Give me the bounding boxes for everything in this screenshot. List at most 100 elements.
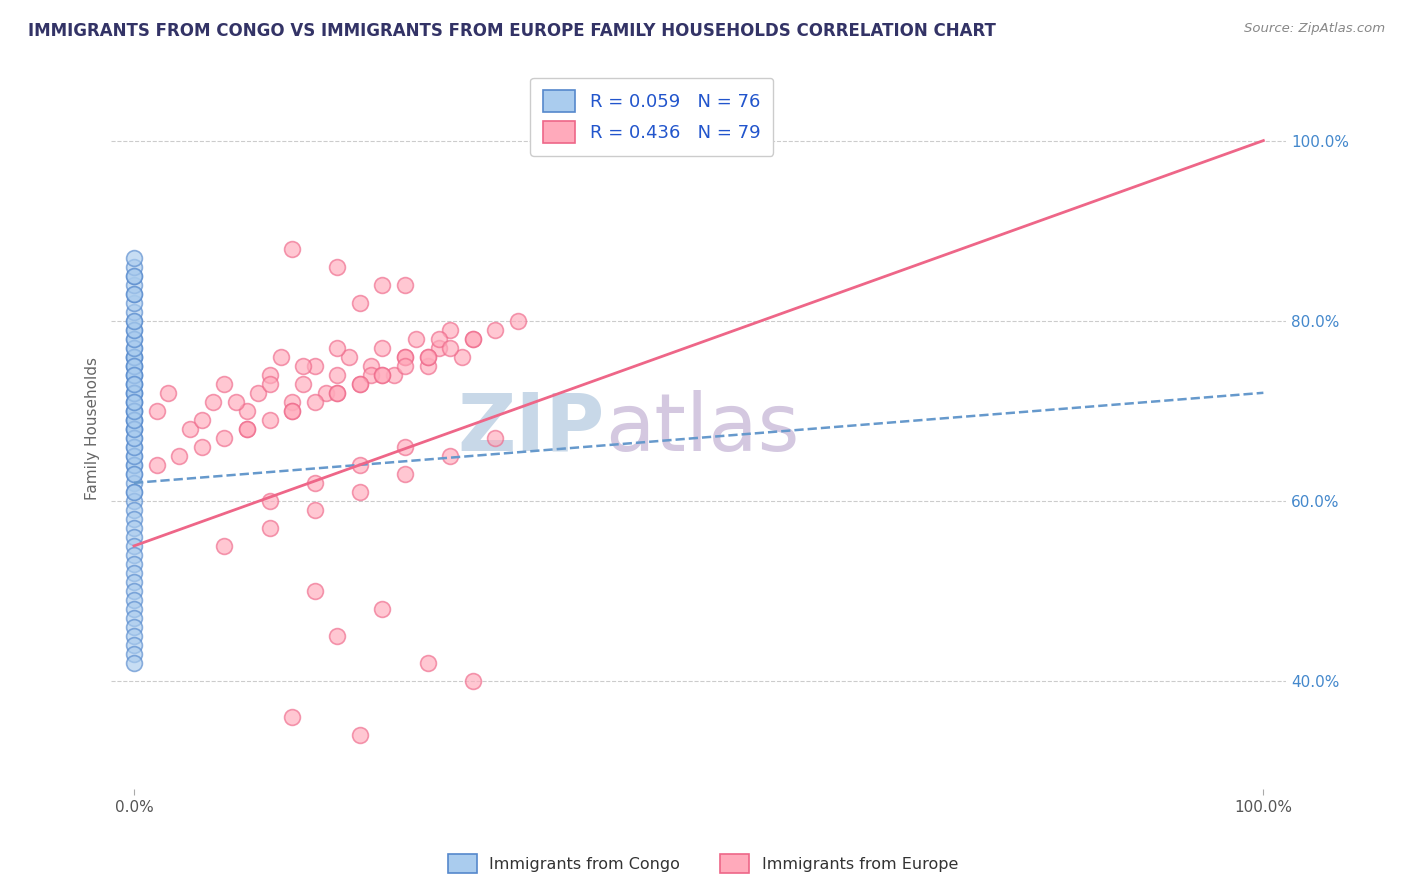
Point — [190, 440, 212, 454]
Point — [122, 376, 145, 391]
Point — [122, 449, 145, 463]
Point — [179, 422, 201, 436]
Point — [439, 323, 461, 337]
Point — [122, 521, 145, 535]
Point — [122, 314, 145, 328]
Point — [122, 413, 145, 427]
Point — [371, 368, 394, 382]
Point — [122, 431, 145, 445]
Point — [259, 376, 281, 391]
Point — [122, 385, 145, 400]
Point — [122, 404, 145, 418]
Point — [439, 449, 461, 463]
Point — [506, 314, 529, 328]
Point — [304, 475, 326, 490]
Point — [122, 385, 145, 400]
Point — [416, 359, 439, 373]
Point — [281, 404, 304, 418]
Point — [122, 332, 145, 346]
Point — [122, 611, 145, 625]
Point — [122, 539, 145, 553]
Point — [349, 376, 371, 391]
Point — [122, 323, 145, 337]
Point — [122, 593, 145, 607]
Point — [292, 376, 315, 391]
Point — [259, 413, 281, 427]
Point — [145, 404, 167, 418]
Point — [349, 484, 371, 499]
Point — [394, 350, 416, 364]
Point — [122, 350, 145, 364]
Point — [304, 584, 326, 599]
Point — [122, 385, 145, 400]
Point — [484, 323, 506, 337]
Point — [281, 242, 304, 256]
Point — [122, 394, 145, 409]
Point — [122, 656, 145, 670]
Point — [371, 277, 394, 292]
Point — [337, 350, 360, 364]
Point — [122, 413, 145, 427]
Point — [122, 647, 145, 661]
Text: Source: ZipAtlas.com: Source: ZipAtlas.com — [1244, 22, 1385, 36]
Point — [122, 530, 145, 544]
Point — [292, 359, 315, 373]
Point — [461, 332, 484, 346]
Point — [122, 368, 145, 382]
Point — [281, 710, 304, 724]
Point — [122, 584, 145, 599]
Point — [122, 467, 145, 481]
Point — [122, 422, 145, 436]
Point — [122, 484, 145, 499]
Point — [326, 260, 349, 274]
Point — [122, 440, 145, 454]
Point — [247, 385, 270, 400]
Point — [156, 385, 179, 400]
Point — [122, 503, 145, 517]
Point — [326, 385, 349, 400]
Point — [225, 394, 247, 409]
Point — [122, 277, 145, 292]
Point — [427, 341, 450, 355]
Point — [122, 376, 145, 391]
Point — [145, 458, 167, 472]
Point — [360, 368, 382, 382]
Point — [122, 440, 145, 454]
Point — [371, 368, 394, 382]
Point — [122, 314, 145, 328]
Point — [326, 629, 349, 643]
Point — [326, 385, 349, 400]
Point — [122, 323, 145, 337]
Point — [281, 394, 304, 409]
Point — [122, 268, 145, 283]
Point — [122, 512, 145, 526]
Y-axis label: Family Households: Family Households — [86, 358, 100, 500]
Point — [122, 620, 145, 634]
Point — [122, 260, 145, 274]
Point — [122, 394, 145, 409]
Point — [122, 629, 145, 643]
Point — [461, 674, 484, 689]
Point — [122, 359, 145, 373]
Point — [122, 413, 145, 427]
Point — [214, 431, 236, 445]
Point — [394, 277, 416, 292]
Legend: Immigrants from Congo, Immigrants from Europe: Immigrants from Congo, Immigrants from E… — [441, 847, 965, 880]
Point — [416, 350, 439, 364]
Point — [360, 359, 382, 373]
Point — [122, 475, 145, 490]
Point — [122, 359, 145, 373]
Point — [416, 350, 439, 364]
Point — [394, 467, 416, 481]
Point — [190, 413, 212, 427]
Point — [236, 422, 259, 436]
Point — [122, 350, 145, 364]
Point — [371, 602, 394, 616]
Point — [281, 404, 304, 418]
Point — [382, 368, 405, 382]
Point — [461, 332, 484, 346]
Legend: R = 0.059   N = 76, R = 0.436   N = 79: R = 0.059 N = 76, R = 0.436 N = 79 — [530, 78, 773, 156]
Point — [122, 359, 145, 373]
Point — [304, 394, 326, 409]
Point — [122, 368, 145, 382]
